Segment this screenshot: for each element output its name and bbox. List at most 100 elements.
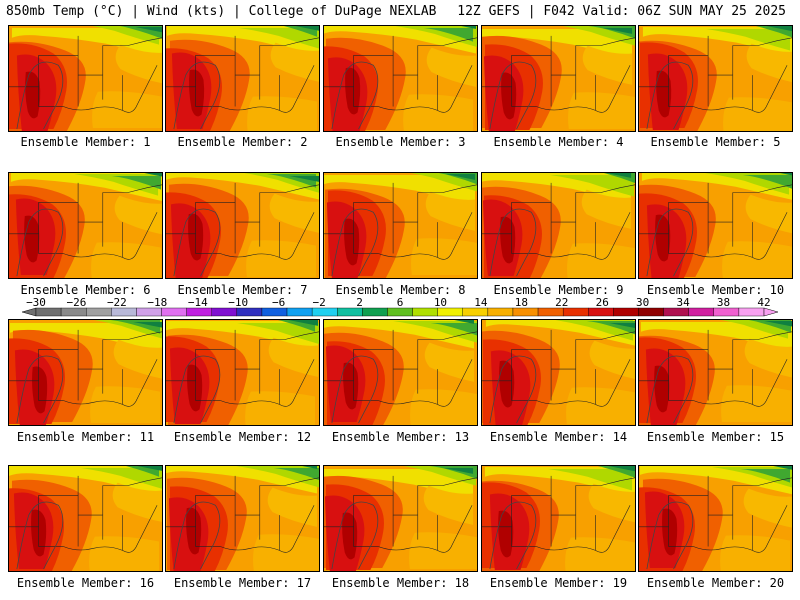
ensemble-map-panel	[481, 172, 636, 279]
colorbar-tick-label: 34	[676, 296, 690, 309]
colorbar-tick-label: −26	[67, 296, 87, 309]
colorbar-tick-label: 14	[474, 296, 488, 309]
temperature-field-map	[9, 173, 162, 278]
ensemble-member-caption: Ensemble Member: 12	[173, 430, 312, 444]
temperature-field-map	[166, 26, 319, 131]
colorbar-swatch	[462, 307, 489, 317]
ensemble-map-panel	[8, 465, 163, 572]
ensemble-map-panel	[638, 25, 793, 132]
ensemble-member-caption: Ensemble Member: 7	[177, 283, 308, 297]
colorbar-swatch	[387, 307, 413, 317]
ensemble-map-panel	[481, 319, 636, 426]
colorbar-swatch	[613, 307, 639, 317]
colorbar-swatch	[412, 307, 438, 317]
ensemble-member-caption: Ensemble Member: 17	[173, 576, 312, 590]
colorbar-tick-label: −10	[228, 296, 248, 309]
colorbar-tick-label: 38	[717, 296, 730, 309]
ensemble-member-caption: Ensemble Member: 16	[16, 576, 155, 590]
ensemble-member-caption: Ensemble Member: 19	[489, 576, 628, 590]
ensemble-map-panel	[638, 465, 793, 572]
temperature-field-map	[482, 466, 635, 571]
temperature-colorbar: −30 −26 −22 −18 −14 −10 −6 −2 2 6 10 14 18 22 26 30 34 38…	[21, 296, 779, 317]
colorbar-arrow-left	[21, 307, 37, 317]
ensemble-map-panel	[8, 25, 163, 132]
temperature-field-map	[639, 320, 792, 425]
ensemble-map-panel	[8, 319, 163, 426]
colorbar-tick-label: 26	[596, 296, 609, 309]
ensemble-member-caption: Ensemble Member: 1	[20, 135, 151, 149]
map-title: 850mb Temp (°C) | Wind (kts) | College o…	[6, 4, 437, 19]
colorbar-swatch	[638, 307, 664, 317]
temperature-field-map	[9, 320, 162, 425]
colorbar-swatch	[311, 307, 338, 317]
colorbar-swatch	[60, 307, 87, 317]
colorbar-swatch	[588, 307, 614, 317]
ensemble-member-caption: Ensemble Member: 4	[493, 135, 624, 149]
colorbar-swatch	[161, 307, 187, 317]
colorbar-swatch	[738, 307, 765, 317]
colorbar-swatch	[537, 307, 564, 317]
ensemble-member-caption: Ensemble Member: 10	[646, 283, 785, 297]
temperature-field-map	[166, 466, 319, 571]
ensemble-map-panel	[481, 465, 636, 572]
colorbar-swatch	[688, 307, 714, 317]
colorbar-swatch	[136, 307, 162, 317]
colorbar-arrow-right	[763, 307, 779, 317]
colorbar-swatch	[286, 307, 313, 317]
ensemble-member-caption: Ensemble Member: 5	[650, 135, 781, 149]
temperature-field-map	[639, 466, 792, 571]
colorbar-tick-label: 22	[555, 296, 568, 309]
ensemble-map-panel	[8, 172, 163, 279]
colorbar-swatch	[512, 307, 539, 317]
colorbar-swatch	[186, 307, 212, 317]
ensemble-map-panel	[165, 465, 320, 572]
ensemble-member-caption: Ensemble Member: 14	[489, 430, 628, 444]
colorbar-tick-label: −30	[26, 296, 46, 309]
temperature-field-map	[324, 466, 477, 571]
colorbar-swatch	[211, 307, 238, 317]
colorbar-tick-label: −6	[272, 296, 285, 309]
temperature-field-map	[324, 320, 477, 425]
ensemble-member-caption: Ensemble Member: 15	[646, 430, 785, 444]
ensemble-member-caption: Ensemble Member: 8	[335, 283, 466, 297]
temperature-field-map	[482, 173, 635, 278]
temperature-field-map	[639, 173, 792, 278]
colorbar-swatch	[437, 307, 463, 317]
ensemble-map-panel	[638, 172, 793, 279]
colorbar-swatch	[663, 307, 689, 317]
colorbar-swatch	[362, 307, 388, 317]
colorbar-swatch	[261, 307, 288, 317]
colorbar-swatch	[562, 307, 589, 317]
colorbar-swatch	[111, 307, 137, 317]
temperature-field-map	[9, 466, 162, 571]
ensemble-member-caption: Ensemble Member: 18	[331, 576, 470, 590]
ensemble-map-panel	[323, 465, 478, 572]
temperature-field-map	[482, 26, 635, 131]
ensemble-member-caption: Ensemble Member: 11	[16, 430, 155, 444]
ensemble-map-panel	[165, 25, 320, 132]
colorbar-tick-label: 18	[515, 296, 528, 309]
temperature-field-map	[9, 26, 162, 131]
ensemble-map-panel	[638, 319, 793, 426]
colorbar-swatch	[86, 307, 112, 317]
colorbar-tick-label: −2	[312, 296, 325, 309]
colorbar-tick-label: 10	[434, 296, 447, 309]
ensemble-member-caption: Ensemble Member: 20	[646, 576, 785, 590]
colorbar-tick-label: −14	[188, 296, 208, 309]
ensemble-member-caption: Ensemble Member: 13	[331, 430, 470, 444]
colorbar-tick-label: 30	[636, 296, 649, 309]
colorbar-swatch	[713, 307, 740, 317]
ensemble-map-panel	[481, 25, 636, 132]
temperature-field-map	[324, 26, 477, 131]
colorbar-tick-label: 6	[397, 296, 404, 309]
colorbar-swatch	[35, 307, 62, 317]
ensemble-member-caption: Ensemble Member: 9	[493, 283, 624, 297]
colorbar-swatch	[337, 307, 363, 317]
ensemble-map-panel	[323, 172, 478, 279]
ensemble-member-caption: Ensemble Member: 2	[177, 135, 308, 149]
colorbar-swatch	[487, 307, 514, 317]
temperature-field-map	[166, 320, 319, 425]
colorbar-tick-label: 2	[356, 296, 363, 309]
ensemble-map-panel	[165, 319, 320, 426]
ensemble-map-panel	[323, 25, 478, 132]
